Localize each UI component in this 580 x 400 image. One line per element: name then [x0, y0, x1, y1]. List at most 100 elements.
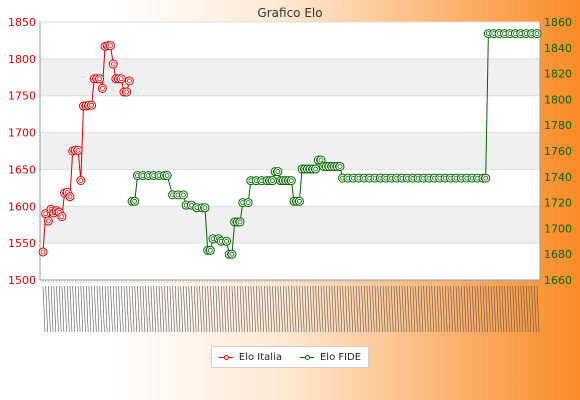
x-tick-label-mark — [134, 285, 138, 333]
x-tick-label-mark — [193, 285, 197, 333]
x-tick-label-mark — [291, 285, 294, 333]
chart-legend: Elo Italia Elo FIDE — [211, 346, 369, 368]
x-tick-label-mark — [315, 285, 318, 333]
x-tick-label-mark — [345, 285, 348, 333]
left-tick-label: 1800 — [8, 53, 36, 66]
x-tick-label-mark — [83, 285, 86, 333]
legend-entry-elo-italia: Elo Italia — [218, 352, 282, 363]
data-point-inner-elo-italia — [99, 85, 105, 91]
data-point-elo-fide — [286, 176, 296, 186]
x-tick-label-mark — [234, 285, 237, 333]
x-tick-label-mark — [80, 285, 84, 333]
plot-band — [40, 132, 540, 170]
x-tick-label-mark — [488, 285, 491, 333]
data-point-elo-fide — [335, 161, 345, 171]
x-tick-label-mark — [258, 285, 262, 333]
data-point-inner-elo-italia — [118, 76, 124, 82]
x-tick-label-mark — [53, 285, 57, 333]
x-tick-label-mark — [247, 285, 251, 333]
x-tick-label-mark — [307, 285, 310, 333]
left-tick-label: 1650 — [8, 163, 36, 176]
data-point-inner-elo-fide — [229, 251, 235, 257]
x-tick-label-mark — [347, 285, 351, 333]
x-tick-label-mark — [250, 285, 254, 333]
x-tick-label-mark — [174, 285, 178, 333]
x-tick-label-mark — [277, 285, 281, 333]
x-tick-label-mark — [450, 285, 453, 333]
x-tick-label-mark — [242, 285, 246, 333]
x-tick-label-mark — [490, 285, 494, 333]
x-tick-label-mark — [137, 285, 140, 333]
x-tick-label-mark — [169, 285, 173, 333]
x-tick-label-mark — [361, 285, 364, 333]
x-tick-label-mark — [407, 285, 410, 333]
x-tick-label-mark — [161, 285, 165, 333]
x-tick-label-mark — [150, 285, 154, 333]
data-point-inner-elo-italia — [124, 89, 130, 95]
x-tick-label-mark — [110, 285, 113, 333]
data-point-inner-elo-italia — [110, 61, 116, 67]
x-tick-label-mark — [145, 285, 148, 333]
x-tick-label-mark — [399, 285, 402, 333]
x-tick-label-mark — [288, 285, 291, 333]
data-point-elo-italia — [57, 212, 67, 222]
x-tick-label-mark — [304, 285, 308, 333]
right-tick-label: 1720 — [544, 197, 572, 210]
data-point-elo-italia — [124, 76, 134, 86]
x-tick-label-mark — [466, 285, 470, 333]
x-tick-label-mark — [353, 285, 356, 333]
x-tick-label-mark — [93, 285, 97, 333]
x-tick-label-mark — [253, 285, 256, 333]
x-tick-label-mark — [48, 285, 51, 333]
x-tick-label-mark — [201, 285, 205, 333]
right-tick-label: 1680 — [544, 248, 572, 261]
data-point-inner-elo-fide — [132, 198, 138, 204]
x-tick-label-mark — [115, 285, 119, 333]
data-point-elo-fide — [243, 198, 253, 208]
x-tick-label-mark — [393, 285, 397, 333]
data-point-inner-elo-fide — [318, 157, 324, 163]
data-point-inner-elo-italia — [126, 78, 132, 84]
x-tick-label-mark — [204, 285, 208, 333]
data-point-elo-fide — [130, 196, 140, 206]
x-tick-label-mark — [77, 285, 81, 333]
x-tick-label-mark — [280, 285, 283, 333]
legend-label-elo-fide: Elo FIDE — [319, 351, 362, 363]
data-point-elo-fide — [227, 249, 237, 259]
x-tick-label-mark — [320, 285, 324, 333]
x-tick-label-mark — [177, 285, 181, 333]
x-tick-label-mark — [423, 285, 426, 333]
x-tick-label-mark — [436, 285, 440, 333]
x-tick-label-mark — [426, 285, 429, 333]
x-tick-label-mark — [358, 285, 362, 333]
x-tick-label-mark — [231, 285, 235, 333]
data-point-elo-italia — [43, 216, 53, 226]
data-point-inner-elo-fide — [224, 238, 229, 244]
data-point-inner-elo-italia — [78, 178, 84, 183]
x-tick-label-mark — [75, 285, 78, 333]
x-tick-label-mark — [215, 285, 219, 333]
x-tick-label-mark — [328, 285, 332, 333]
left-tick-label: 1850 — [8, 16, 36, 29]
x-tick-label-mark — [180, 285, 183, 333]
data-point-inner-elo-italia — [45, 218, 51, 224]
right-tick-label: 1700 — [544, 222, 572, 235]
x-tick-label-mark — [409, 285, 413, 333]
x-tick-label-mark — [158, 285, 162, 333]
x-tick-label-mark — [185, 285, 189, 333]
data-point-elo-italia — [95, 74, 105, 84]
data-point-inner-elo-italia — [43, 211, 49, 217]
x-tick-label-mark — [380, 285, 383, 333]
right-tick-label: 1820 — [544, 68, 572, 81]
x-tick-label-mark — [458, 285, 462, 333]
x-tick-label-mark — [504, 285, 507, 333]
plot-band — [40, 206, 540, 244]
x-tick-label-mark — [412, 285, 416, 333]
x-tick-label-mark — [453, 285, 456, 333]
x-tick-label-mark — [172, 285, 175, 333]
data-point-elo-fide — [267, 176, 277, 186]
x-tick-label-mark — [523, 285, 526, 333]
x-tick-label-mark — [164, 285, 167, 333]
